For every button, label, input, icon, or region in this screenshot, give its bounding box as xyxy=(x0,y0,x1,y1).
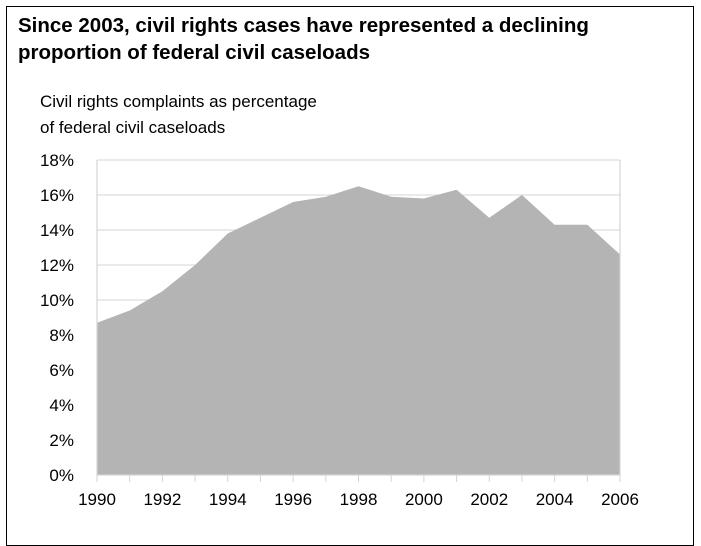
x-tick-label: 1994 xyxy=(209,490,247,509)
y-tick-label: 0% xyxy=(49,466,74,485)
x-tick-label: 1990 xyxy=(78,490,116,509)
x-tick-label: 2006 xyxy=(601,490,639,509)
area-chart: 0%2%4%6%8%10%12%14%16%18% 1990 1992 1994 19… xyxy=(40,151,639,509)
area-layer xyxy=(97,186,620,475)
area-series xyxy=(97,186,620,475)
x-tick-label: 1998 xyxy=(340,490,378,509)
y-tick-label: 4% xyxy=(49,396,74,415)
axes xyxy=(96,160,621,482)
y-tick-label: 6% xyxy=(49,361,74,380)
y-tick-labels: 0% 2% 4% 6% 8% 10% 12% 14% 16% 18% xyxy=(40,151,74,485)
y-tick-label: 14% xyxy=(40,221,74,240)
y-tick-label: 12% xyxy=(40,256,74,275)
y-tick-label: 18% xyxy=(40,151,74,170)
x-tick-label: 2004 xyxy=(536,490,574,509)
x-tick-label: 1992 xyxy=(143,490,181,509)
y-axis-label: Civil rights complaints as percentage of… xyxy=(40,89,317,141)
x-tick-labels: 1990 1992 1994 1996 1998 2000 2002 2004 2006 xyxy=(78,490,639,509)
y-axis-label-line-2: of federal civil caseloads xyxy=(40,118,226,137)
y-tick-label: 16% xyxy=(40,186,74,205)
x-tick-label: 2000 xyxy=(405,490,443,509)
y-tick-label: 8% xyxy=(49,326,74,345)
y-tick-label: 10% xyxy=(40,291,74,310)
y-tick-label: 2% xyxy=(49,431,74,450)
y-axis-label-line-1: Civil rights complaints as percentage xyxy=(40,92,317,111)
x-tick-label: 1996 xyxy=(274,490,312,509)
x-tick-label: 2002 xyxy=(470,490,508,509)
chart-title: Since 2003, civil rights cases have repr… xyxy=(18,14,589,64)
